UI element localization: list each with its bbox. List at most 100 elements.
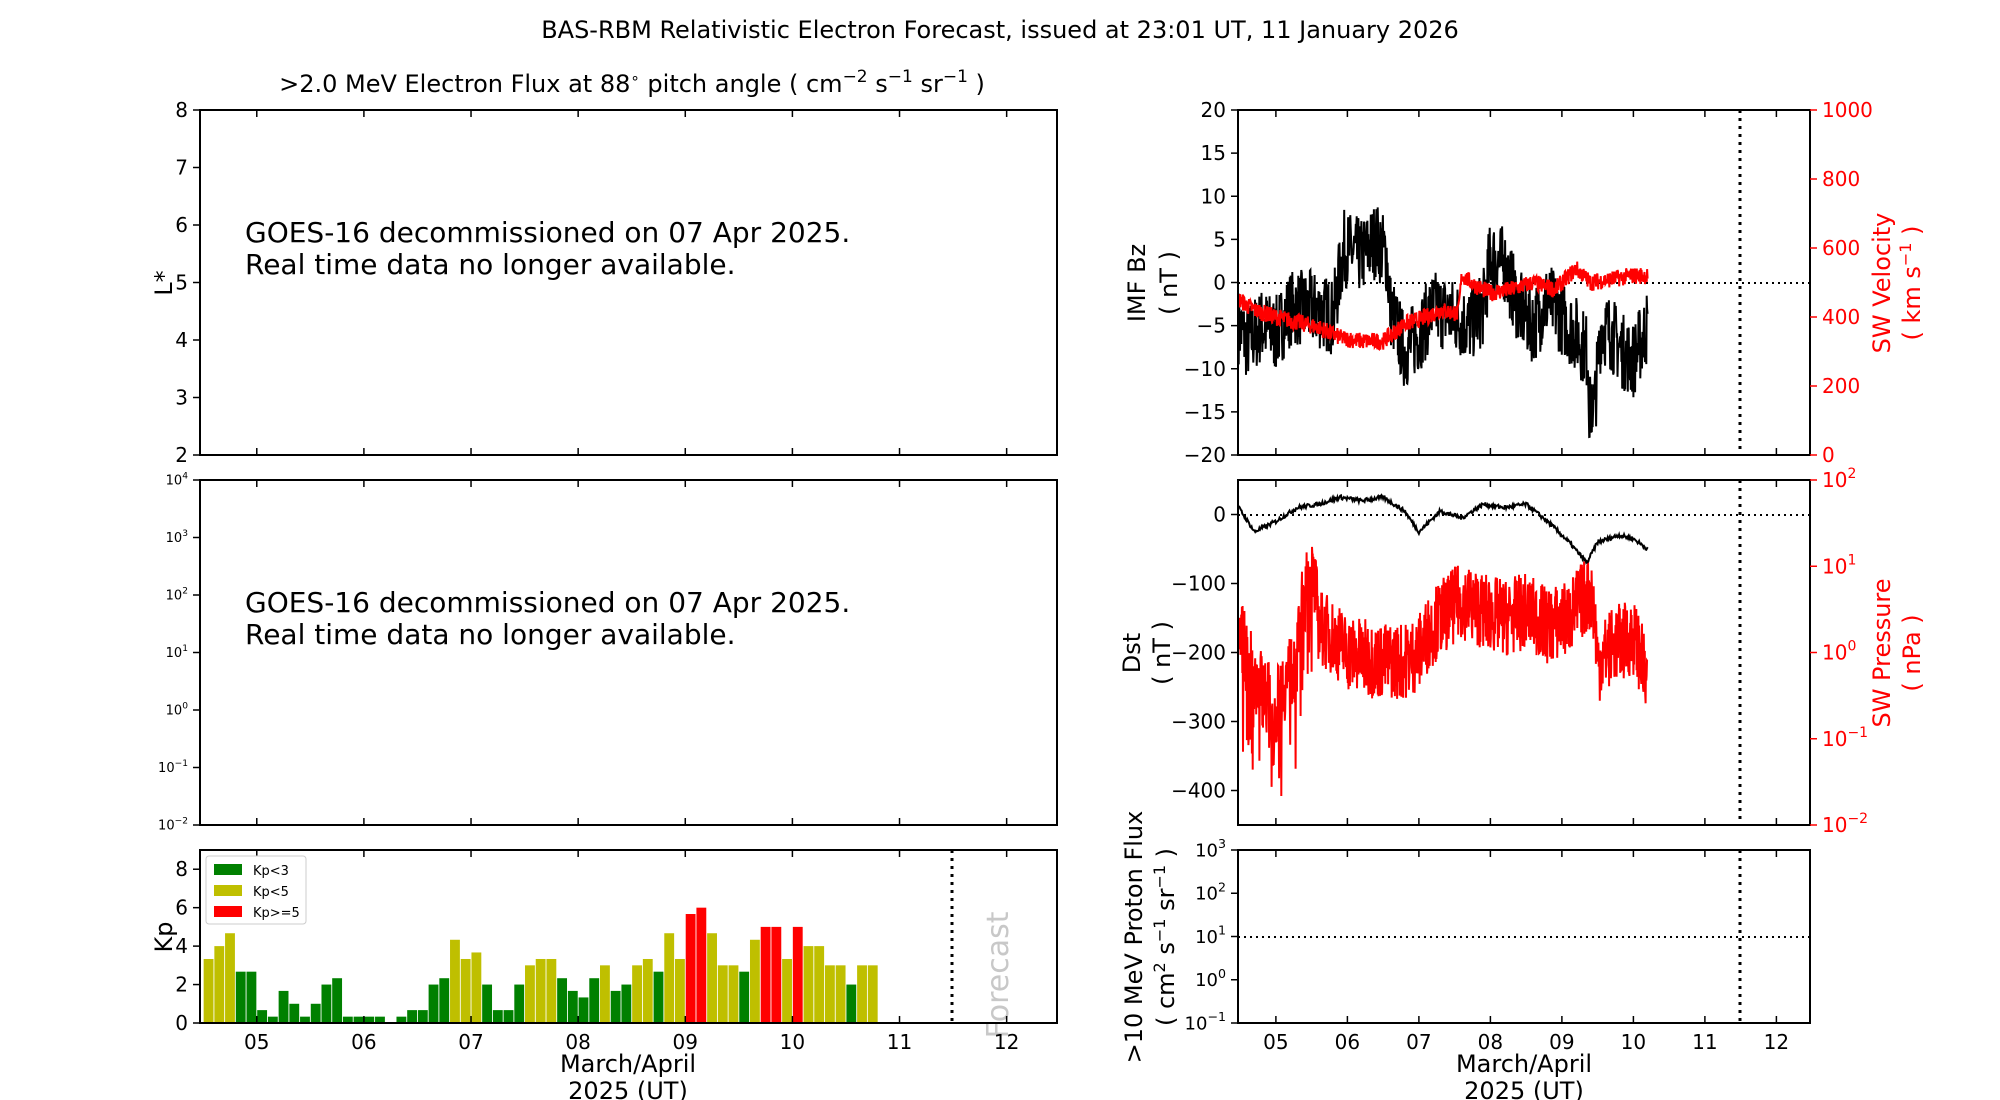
y-tick-label: 102 <box>1822 466 1856 492</box>
y-tick-label: 4 <box>175 328 188 352</box>
legend-swatch-mid <box>214 885 242 896</box>
y-tick-label: 0 <box>1822 443 1835 467</box>
y-tick-label: 1000 <box>1822 98 1873 122</box>
kp-bar <box>567 990 578 1023</box>
dst-yunits: ( nT ) <box>1148 621 1176 685</box>
y-tick-label: 0 <box>1213 503 1226 527</box>
kp-bar <box>428 984 439 1023</box>
y-tick-label: 10−1 <box>1185 1009 1226 1034</box>
y-tick-label: 102 <box>1195 879 1226 904</box>
imf-bz-series <box>1237 207 1649 439</box>
figure-title: BAS-RBM Relativistic Electron Forecast, … <box>541 16 1459 44</box>
y-tick-label: 0 <box>175 1011 188 1035</box>
y-tick-label: 6 <box>175 213 188 237</box>
kp-bar <box>835 965 846 1023</box>
kp-bar <box>857 965 867 1023</box>
dst-ylabel: Dst <box>1118 633 1146 673</box>
x-tick-label: 11 <box>1692 1030 1717 1054</box>
kp-bar <box>600 965 610 1023</box>
legend-swatch-low <box>214 864 242 875</box>
y-tick-label: −10 <box>1184 357 1226 381</box>
y-tick-label: 0 <box>1213 271 1226 295</box>
y-tick-label: 102 <box>166 587 188 604</box>
lstar-axes <box>199 109 1058 456</box>
flux-panel: 10−2 10−1 100 101 102 103 104 GOES-16 decommis… <box>158 472 1058 834</box>
kp-bar <box>578 997 589 1023</box>
x-tick-label: 05 <box>244 1030 269 1054</box>
kp-bar <box>632 965 642 1023</box>
imf-ylabel: IMF Bz <box>1123 244 1151 322</box>
y-tick-label: 10−2 <box>158 817 188 834</box>
legend-label-mid: Kp<5 <box>253 885 289 900</box>
imf-yunits: ( nT ) <box>1155 251 1183 315</box>
proton-panel: 10−1 100 101 102 103 05 06 07 08 09 10 11 12 >10 MeV… <box>1120 811 1811 1100</box>
kp-bar <box>289 1003 300 1023</box>
y-tick-label: 20 <box>1201 98 1226 122</box>
legend-label-low: Kp<3 <box>253 864 289 879</box>
right-xlabel-line1: March/April <box>1456 1050 1592 1078</box>
kp-bar <box>760 926 771 1023</box>
y-tick-label: 5 <box>1213 227 1226 251</box>
y-tick-label: −100 <box>1171 572 1226 596</box>
swp-yunits: ( nPa ) <box>1898 614 1926 691</box>
y-tick-label: −400 <box>1171 779 1226 803</box>
y-tick-label: 101 <box>166 644 188 661</box>
y-tick-label: 10−1 <box>1822 725 1868 751</box>
x-tick-label: 10 <box>1621 1030 1646 1054</box>
kp-bar <box>535 958 546 1023</box>
kp-bar <box>717 965 728 1023</box>
swv-yunits: ( km s−1 ) <box>1896 226 1926 341</box>
y-tick-label: 10 <box>1201 184 1226 208</box>
y-tick-label: 400 <box>1822 305 1860 329</box>
kp-axes <box>199 849 1058 1024</box>
kp-bar <box>203 958 214 1023</box>
kp-bar <box>653 971 664 1023</box>
left-xlabel-line2: 2025 (UT) <box>568 1077 688 1100</box>
y-tick-label: 200 <box>1822 374 1860 398</box>
y-tick-label: 8 <box>175 98 188 122</box>
y-tick-label: 101 <box>1822 552 1856 578</box>
kp-bar <box>803 946 814 1023</box>
y-tick-label: 5 <box>175 271 188 295</box>
kp-bar <box>696 907 707 1023</box>
y-tick-label: 2 <box>175 973 188 997</box>
kp-bar <box>439 978 450 1023</box>
flux-axes <box>199 479 1058 826</box>
y-tick-label: 3 <box>175 386 188 410</box>
y-tick-label: 600 <box>1822 236 1860 260</box>
kp-bar <box>417 1010 428 1023</box>
kp-bar <box>375 1016 385 1023</box>
kp-bar <box>300 1016 310 1023</box>
kp-bar <box>267 1016 278 1023</box>
kp-bar <box>310 1003 321 1023</box>
kp-legend: Kp<3 Kp<5 Kp>=5 <box>205 855 307 925</box>
y-tick-label: −15 <box>1184 400 1226 424</box>
y-tick-label: 8 <box>175 857 188 881</box>
kp-bar <box>364 1016 375 1023</box>
y-tick-label: 100 <box>1195 966 1226 991</box>
y-tick-label: 100 <box>1822 639 1856 665</box>
dst-series <box>1238 493 1649 566</box>
kp-bar <box>407 1010 418 1023</box>
kp-bar <box>589 978 600 1023</box>
kp-bar <box>492 1010 503 1023</box>
kp-bar <box>321 984 332 1023</box>
kp-bar <box>728 965 739 1023</box>
kp-bar <box>610 990 621 1023</box>
proton-ylabel: >10 MeV Proton Flux <box>1120 811 1148 1064</box>
kp-bar <box>460 958 471 1023</box>
x-tick-label: 12 <box>994 1030 1019 1054</box>
y-tick-label: 800 <box>1822 167 1860 191</box>
y-tick-label: 4 <box>175 934 188 958</box>
sw-pressure-series <box>1237 546 1649 797</box>
x-tick-label: 06 <box>351 1030 376 1054</box>
proton-yunits: ( cm2 s−1 sr−1 ) <box>1150 848 1180 1026</box>
y-tick-label: 6 <box>175 896 188 920</box>
x-tick-label: 08 <box>565 1030 590 1054</box>
kp-bar <box>503 1010 514 1023</box>
kp-bar <box>450 939 460 1023</box>
x-tick-label: 07 <box>1406 1030 1431 1054</box>
kp-bar <box>353 1016 364 1023</box>
kp-bar <box>514 984 525 1023</box>
